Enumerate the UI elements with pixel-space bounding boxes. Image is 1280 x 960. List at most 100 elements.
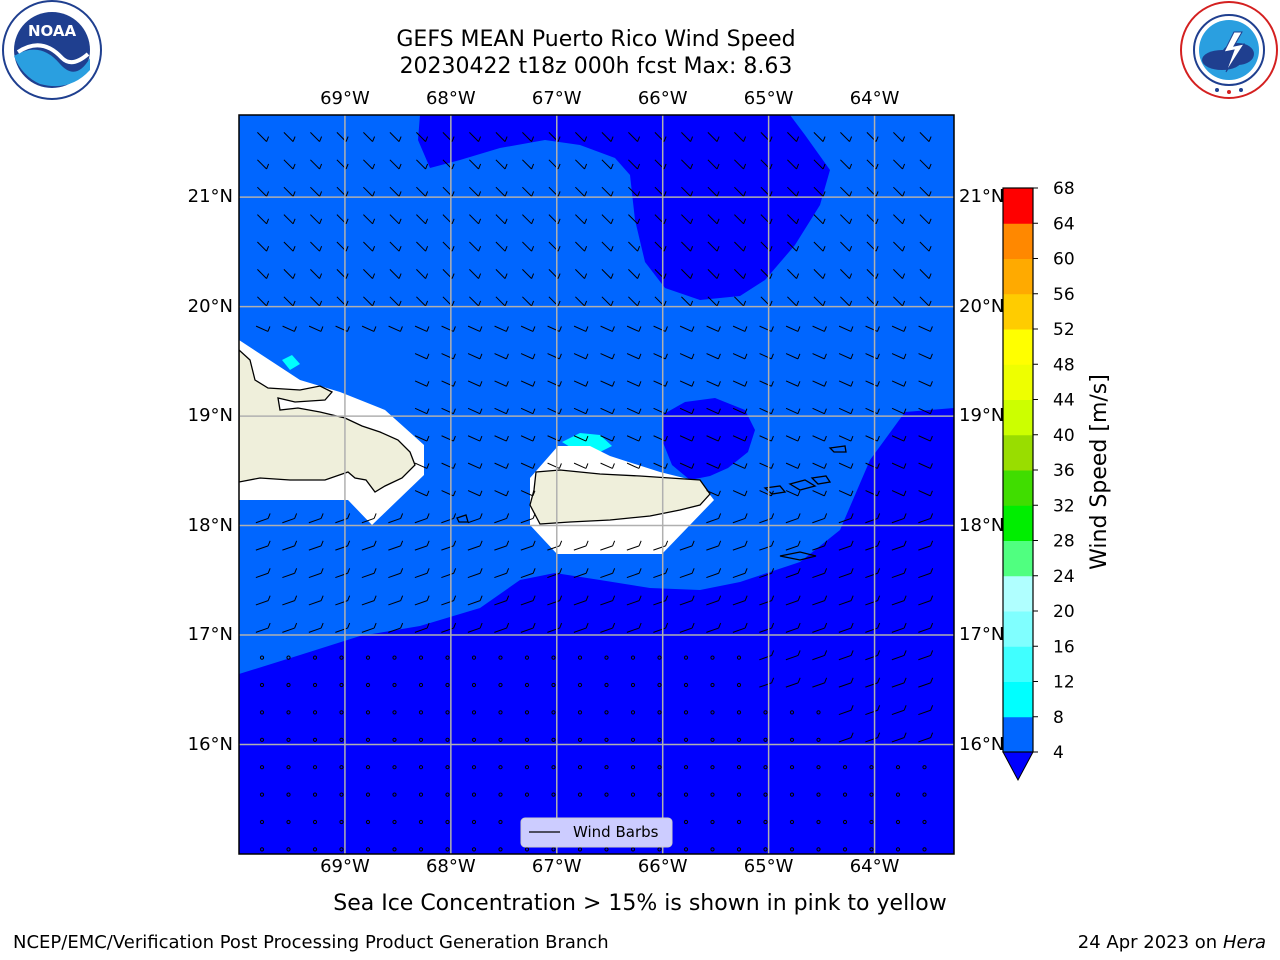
wind-barb [816,765,821,770]
wind-barb [785,622,801,633]
wind-barb [918,650,934,661]
wind-barb [918,325,933,332]
wind-barb [706,595,722,606]
wind-barb [416,214,429,225]
wind-barb [282,325,297,332]
wind-barb [575,241,588,252]
wind-barb [445,792,450,797]
lon-bottom-label: 68°W [425,856,476,877]
nws-logo [1180,1,1278,99]
wind-barb [308,325,324,332]
colorbar-segment [1003,505,1033,541]
wind-barb [919,214,932,225]
wind-barb [922,847,927,852]
lon-bottom-label: 64°W [849,856,900,877]
wind-barb [467,435,483,442]
wind-barb [520,435,536,442]
wind-barb [816,737,821,742]
wind-barb [759,462,774,469]
wind-barb [469,132,482,142]
wind-barb [891,568,907,579]
wind-barb [732,540,748,551]
colorbar-extend-arrow [1002,751,1034,782]
wind-barb [840,159,853,170]
wind-barb [471,737,477,742]
wind-barb [812,513,828,524]
wind-barb [838,353,854,360]
wind-barb [919,296,932,307]
wind-barb [339,655,344,660]
wind-barb [471,847,477,852]
wind-barb [551,792,556,797]
wind-barb [919,132,932,142]
wind-barb [681,132,694,142]
wind-barb [495,132,508,142]
wind-barb [469,269,482,279]
wind-barb [918,732,934,743]
wind-barb [445,682,450,688]
wind-barb [551,710,556,715]
wind-barb [283,132,296,142]
wind-barb [312,737,318,742]
wind-barb [312,655,318,660]
colorbar-segment [1003,188,1033,224]
wind-barb [812,490,827,497]
wind-barb [707,214,720,225]
wind-barb [414,380,430,387]
wind-barb [257,214,270,225]
colorbar-segment [1003,329,1033,365]
wind-barb [392,655,397,660]
colorbar-segment [1003,223,1033,259]
wind-barb [789,765,795,770]
wind-barb [392,682,397,688]
wind-barb [679,380,695,387]
lat-left-label: 16°N [187,733,233,755]
wind-barb [759,435,774,442]
wind-barb [893,186,906,197]
wind-barb [310,186,323,197]
wind-barb [816,710,821,715]
wind-barb [679,435,695,442]
wind-barb [577,682,583,688]
wind-barb [865,732,881,743]
wind-barb [361,595,377,606]
wind-barb [361,568,377,579]
wind-barb [706,380,721,387]
colorbar-tick-label: 56 [1053,285,1075,305]
wind-barb [706,490,721,497]
wind-barb [626,568,642,579]
wind-barb [257,132,270,142]
wind-barb [363,214,376,225]
wind-barb [308,540,324,551]
wind-barb [577,792,583,797]
wind-barb [812,622,828,633]
lat-left-label: 20°N [187,295,233,317]
wind-barb [628,296,641,307]
wind-barb [707,159,720,170]
wind-barb [414,435,430,442]
wind-barb [416,132,429,142]
wind-barb [759,407,774,415]
wind-barb [865,595,881,606]
wind-barb [601,214,614,225]
colorbar-segment [1003,716,1033,753]
wind-barb [918,595,934,606]
colorbar-segment [1003,399,1033,436]
wind-barb [547,540,563,551]
wind-barb [785,462,801,469]
wind-barb [257,241,270,252]
wind-barb [895,792,901,797]
wind-barb [312,682,318,688]
wind-barb [414,568,430,579]
lon-bottom-label: 65°W [743,856,794,877]
lon-top-label: 67°W [531,88,582,109]
wind-barb [339,710,344,715]
wind-barb [494,407,509,415]
wind-barb [816,847,821,852]
wind-barb [812,407,827,415]
wind-barb [812,650,828,661]
wind-barb [842,792,848,797]
wind-barb [418,819,424,825]
wind-barb [467,462,483,469]
